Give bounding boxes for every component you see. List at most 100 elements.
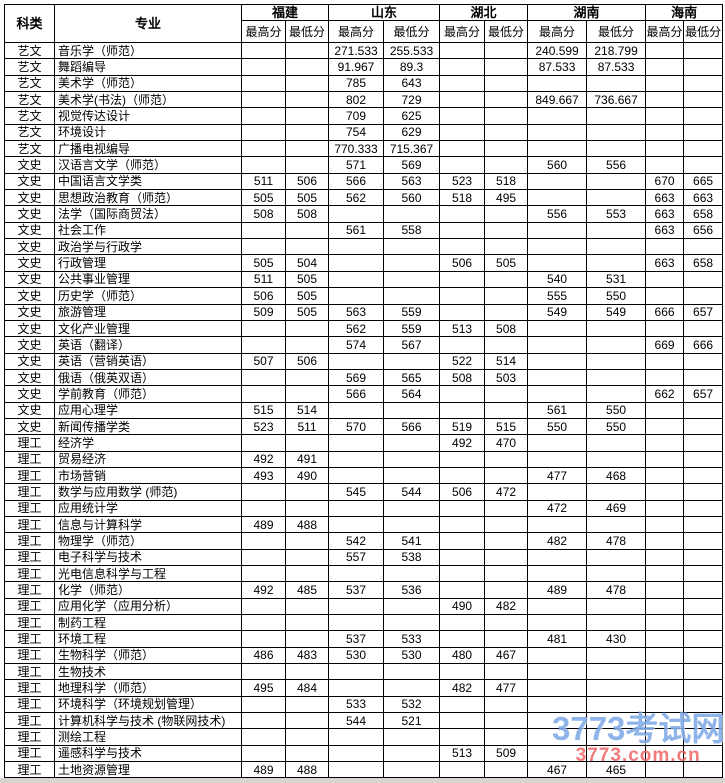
score-cell: 255.533 [383,41,441,60]
score-cell [241,597,286,616]
score-cell [645,761,685,779]
score-cell: 566 [328,385,385,403]
score-cell [284,597,330,616]
score-cell: 544 [383,483,441,501]
score-cell [683,548,724,567]
table-row: 艺文 美术学(书法)（师范） 802 729 849.667 736.667 [4,91,724,109]
header-max-score: 最高分 [645,20,685,43]
score-cell [586,352,647,370]
score-cell [527,368,588,387]
score-cell [328,466,385,485]
score-cell [439,466,486,485]
score-cell: 482 [527,532,588,550]
score-cell [439,728,486,746]
score-cell: 561 [328,221,385,240]
score-cell [645,466,685,485]
table-row: 文史 政治学与行政学 [4,238,724,256]
score-cell [383,287,441,305]
score-cell [586,172,647,191]
score-cell: 467 [484,646,529,665]
score-cell [586,614,647,632]
table-row: 理工 化学（师范） 492 485 537 536 489 478 [4,581,724,599]
table-row: 文史 英语（营销英语） 507 506 522 514 [4,352,724,370]
score-cell: 522 [439,352,486,370]
score-cell [683,287,724,305]
major-cell: 生物科学（师范） [54,646,242,665]
score-cell: 506 [284,352,330,370]
score-cell [439,123,486,142]
major-cell: 市场营销 [54,466,242,485]
score-cell: 240.599 [527,41,588,60]
score-cell [527,712,588,730]
score-cell: 490 [439,597,486,616]
major-cell: 文化产业管理 [54,319,242,338]
score-cell: 666 [683,336,724,354]
score-cell [527,140,588,158]
category-cell: 文史 [4,172,55,191]
major-cell: 思想政治教育（师范） [54,189,242,207]
score-cell [645,434,685,452]
score-cell [328,614,385,632]
score-cell: 531 [586,270,647,289]
score-cell [241,58,286,76]
score-cell [527,515,588,534]
table-row: 文史 应用心理学 515 514 561 550 [4,401,724,419]
score-cell: 467 [527,761,588,779]
table-row: 文史 法学（国际商贸法） 508 508 556 553 663 658 [4,205,724,223]
score-cell: 550 [527,417,588,436]
score-cell [586,74,647,93]
major-cell: 物理学（师范） [54,532,242,550]
score-cell: 556 [527,205,588,223]
score-cell [484,728,529,746]
score-cell: 770.333 [328,140,385,158]
score-cell [484,303,529,321]
major-cell: 社会工作 [54,221,242,240]
major-cell: 制药工程 [54,614,242,632]
score-cell [484,499,529,517]
score-cell [527,107,588,125]
score-cell: 508 [241,205,286,223]
score-cell [284,156,330,174]
score-cell: 477 [527,466,588,485]
score-cell [284,548,330,567]
score-cell [645,564,685,583]
score-cell: 468 [586,466,647,485]
score-cell [383,205,441,223]
score-cell [527,385,588,403]
score-cell [284,238,330,256]
header-max-score: 最高分 [328,20,385,43]
score-cell: 489 [241,761,286,779]
score-cell: 506 [241,287,286,305]
table-row: 艺文 视觉传达设计 709 625 [4,107,724,125]
score-cell: 505 [284,189,330,207]
score-cell [484,205,529,223]
score-cell [484,581,529,599]
table-row: 理工 经济学 492 470 [4,434,724,452]
score-cell [645,156,685,174]
score-cell: 537 [328,630,385,648]
score-cell [328,564,385,583]
score-cell [241,712,286,730]
score-cell: 849.667 [527,91,588,109]
score-cell [241,728,286,746]
category-cell: 艺文 [4,41,55,60]
score-cell: 663 [645,254,685,272]
major-cell: 广播电视编导 [54,140,242,158]
header-province: 山东 [328,4,441,21]
score-cell [527,434,588,452]
table-row: 理工 计算机科学与技术 (物联网技术) 544 521 [4,712,724,730]
table-row: 文史 公共事业管理 511 505 540 531 [4,270,724,289]
score-cell: 574 [328,336,385,354]
table-row: 文史 旅游管理 509 505 563 559 549 549 666 657 [4,303,724,321]
score-cell [328,744,385,763]
score-cell [439,41,486,60]
score-cell: 550 [586,287,647,305]
category-cell: 理工 [4,597,55,616]
category-cell: 文史 [4,287,55,305]
category-cell: 理工 [4,499,55,517]
score-cell [484,74,529,93]
score-cell [527,254,588,272]
score-cell: 511 [241,270,286,289]
score-cell: 514 [484,352,529,370]
score-cell: 503 [484,368,529,387]
